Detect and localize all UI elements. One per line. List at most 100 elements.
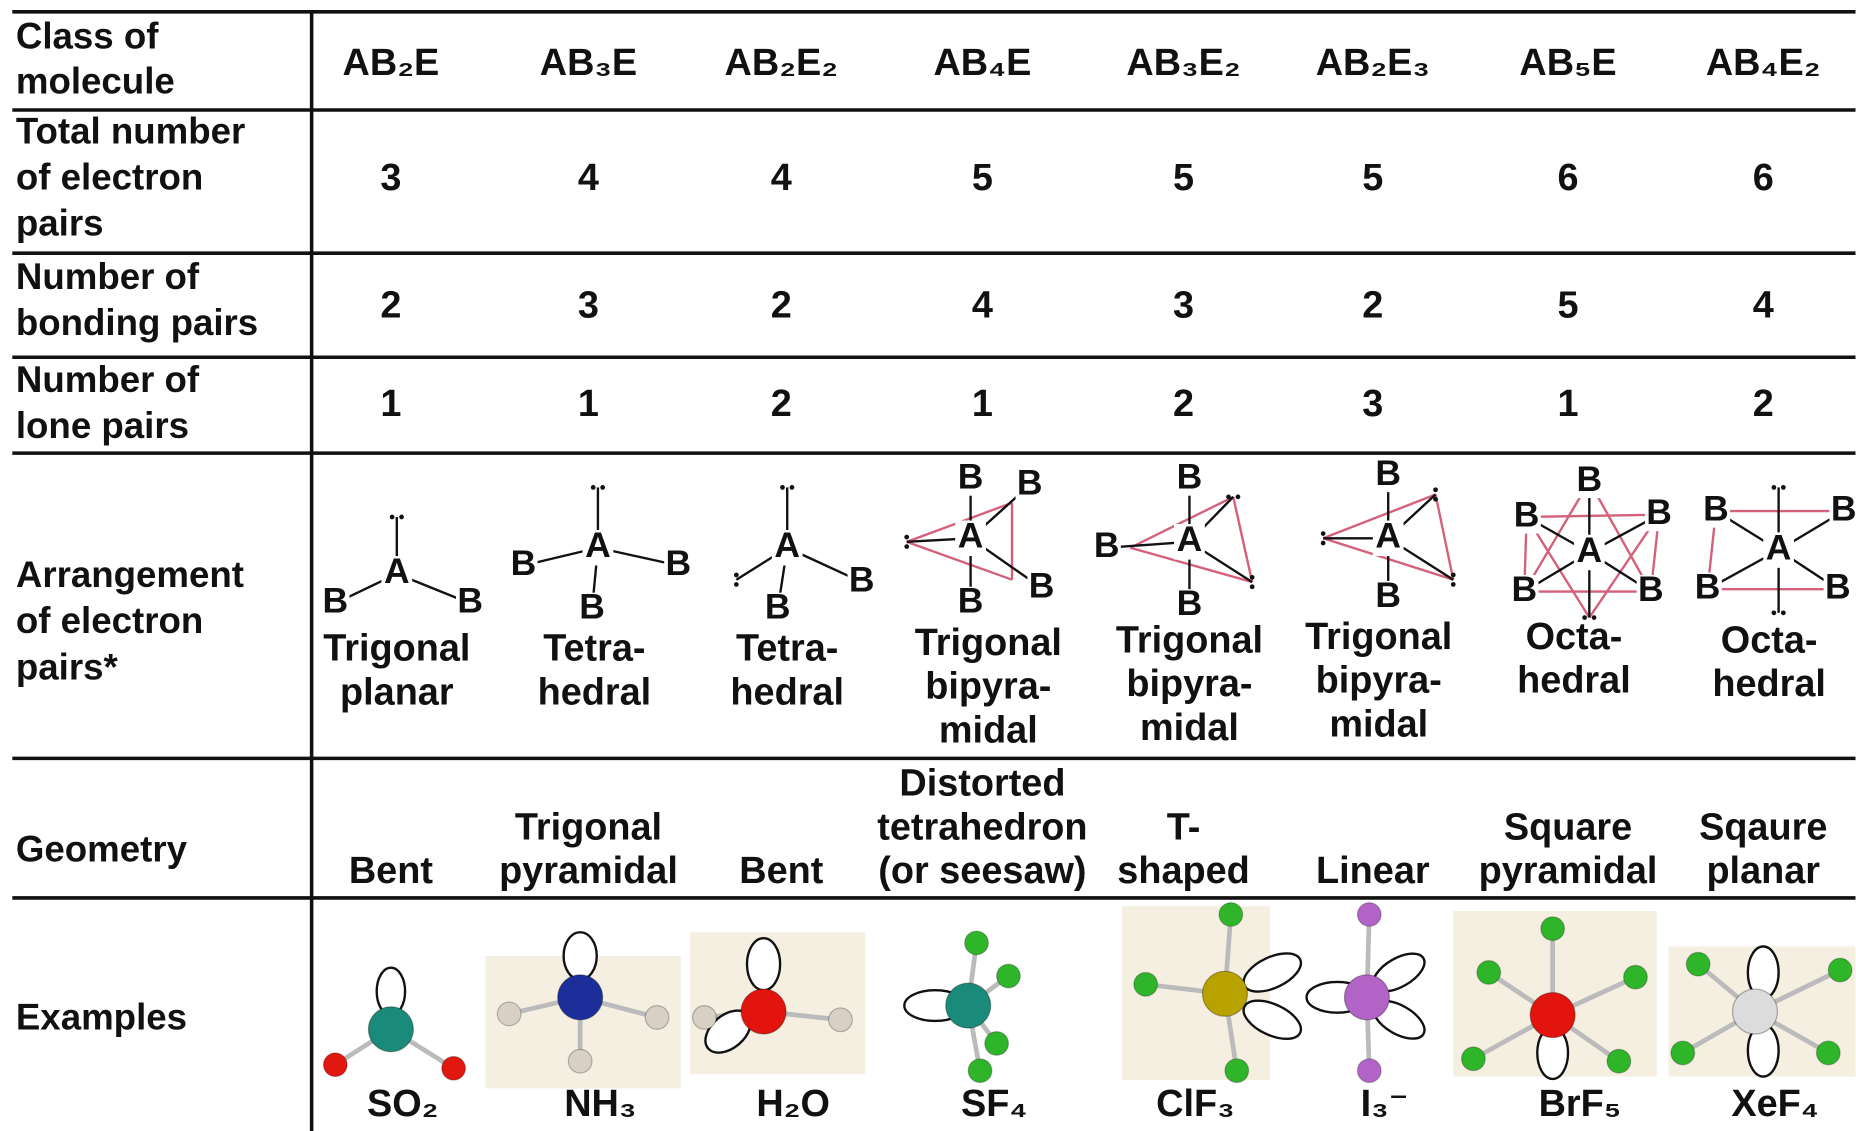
- lone-pair-dot: [904, 544, 910, 549]
- lone-pairs: 2: [1173, 383, 1194, 425]
- arrangement-text: hedral: [1712, 663, 1826, 705]
- arrangement-text: hedral: [538, 671, 652, 713]
- atom-backdrop: [321, 586, 350, 620]
- outer-atom: B: [1017, 462, 1043, 502]
- geometry-edge: [1525, 516, 1591, 619]
- outer-atom: B: [849, 559, 875, 599]
- arrangement-text: bipyra-: [1126, 663, 1252, 705]
- ligand-atom: [828, 1007, 853, 1033]
- outer-atom: B: [457, 581, 483, 621]
- atom-backdrop: [1829, 494, 1856, 528]
- central-atom-ball: [740, 988, 787, 1035]
- atom-backdrop: [1575, 464, 1604, 499]
- ligand-atom: [1224, 1058, 1250, 1084]
- lone-pair-dot: [1450, 582, 1456, 587]
- lone-pair-dot: [1780, 485, 1786, 490]
- lone-pair-dot: [904, 534, 910, 540]
- central-atom-ball: [1731, 988, 1779, 1035]
- outer-atom: B: [1029, 565, 1055, 605]
- lone-pair-dot: [1320, 540, 1326, 546]
- ligand-atom: [996, 963, 1021, 989]
- arrangement-text: Trigonal: [1116, 619, 1263, 661]
- example-formula: SO₂: [367, 1083, 439, 1125]
- bonding-pairs: 2: [1362, 285, 1383, 327]
- lone-pair-dot: [1582, 615, 1587, 620]
- central-atom: A: [958, 516, 984, 556]
- central-atom: A: [1375, 516, 1401, 556]
- lone-pair-dot: [1771, 610, 1777, 616]
- arrangement-text: Tetra-: [543, 628, 645, 670]
- total-pairs: 5: [1362, 157, 1383, 199]
- row-label: molecule: [16, 61, 175, 102]
- row-label: bonding pairs: [16, 302, 258, 343]
- class-header: AB₂E₂: [725, 42, 839, 84]
- arrangement-text: Tetra-: [736, 628, 838, 670]
- example-formula: NH₃: [564, 1083, 636, 1125]
- ligand-atom: [1670, 1040, 1696, 1066]
- arrangement-text: hedral: [1517, 660, 1631, 702]
- row-label: lone pairs: [16, 405, 189, 446]
- bonding-pairs: 2: [380, 285, 401, 327]
- ligand-atom: [496, 1001, 522, 1027]
- atom-backdrop: [771, 530, 803, 566]
- central-atom-ball: [1343, 974, 1390, 1021]
- geometry-text: T-: [1167, 806, 1201, 848]
- lone-pair-dot: [600, 485, 606, 490]
- central-atom-ball: [945, 982, 992, 1029]
- class-header: AB₂E₃: [1316, 42, 1430, 84]
- geometry-text: pyramidal: [499, 850, 678, 892]
- atom-backdrop: [1015, 468, 1044, 502]
- ligand-atom: [644, 1005, 670, 1030]
- atom-backdrop: [455, 586, 485, 620]
- lone-pair-dot: [1591, 615, 1597, 620]
- geometry-edge: [1129, 495, 1234, 549]
- outer-atom: B: [765, 587, 791, 627]
- lone-pair-dot: [1226, 494, 1231, 500]
- geometry-text: planar: [1706, 850, 1820, 892]
- outer-atom: B: [322, 581, 348, 621]
- example-formula: ClF₃: [1156, 1083, 1234, 1125]
- class-header: AB₄E₂: [1706, 42, 1821, 84]
- geometry-edge: [1322, 493, 1436, 540]
- class-header: AB₂E: [343, 42, 440, 84]
- row-label: Class of: [16, 16, 159, 57]
- row-label: Examples: [16, 996, 187, 1037]
- ligand-atom: [1356, 902, 1382, 927]
- lone-pair-dot: [733, 582, 739, 587]
- arrangement-text: midal: [1140, 707, 1239, 749]
- atom-backdrop: [763, 592, 792, 626]
- lone-pairs: 1: [578, 383, 599, 425]
- central-atom-ball: [1529, 991, 1576, 1039]
- lone-pair-dot: [1433, 496, 1438, 502]
- row-label: Number of: [16, 359, 200, 400]
- central-atom-ball: [367, 1006, 414, 1053]
- atom-backdrop: [1174, 524, 1205, 560]
- central-atom-ball: [1201, 970, 1249, 1017]
- atom-backdrop: [1374, 459, 1403, 493]
- atom-backdrop: [509, 548, 538, 583]
- total-pairs: 4: [578, 157, 599, 199]
- lone-pairs: 2: [771, 383, 792, 425]
- ligand-atom: [1460, 1046, 1486, 1072]
- arrangement-text: Octa-: [1526, 616, 1623, 658]
- arrangement-text: midal: [939, 709, 1038, 751]
- total-pairs: 6: [1558, 157, 1579, 199]
- row-label: pairs*: [16, 646, 119, 687]
- lone-pair-dot: [1249, 574, 1255, 580]
- outer-atom: B: [1638, 569, 1664, 609]
- lone-pair-dot: [1235, 494, 1241, 500]
- atom-backdrop: [956, 586, 985, 620]
- atom-backdrop: [1092, 531, 1121, 565]
- total-pairs: 5: [1173, 157, 1194, 199]
- geometry-text: Bent: [739, 850, 823, 892]
- lone-pair-lobe: [562, 931, 598, 981]
- arrangement-text: planar: [340, 671, 454, 713]
- arrangement-text: Trigonal: [915, 622, 1062, 664]
- outer-atom: B: [1375, 453, 1401, 493]
- example-formula: H₂O: [756, 1083, 830, 1125]
- lone-pair-dot: [1320, 531, 1326, 536]
- bonding-pairs: 3: [578, 285, 599, 327]
- atom-backdrop: [847, 565, 876, 599]
- example-formula: BrF₅: [1539, 1083, 1622, 1125]
